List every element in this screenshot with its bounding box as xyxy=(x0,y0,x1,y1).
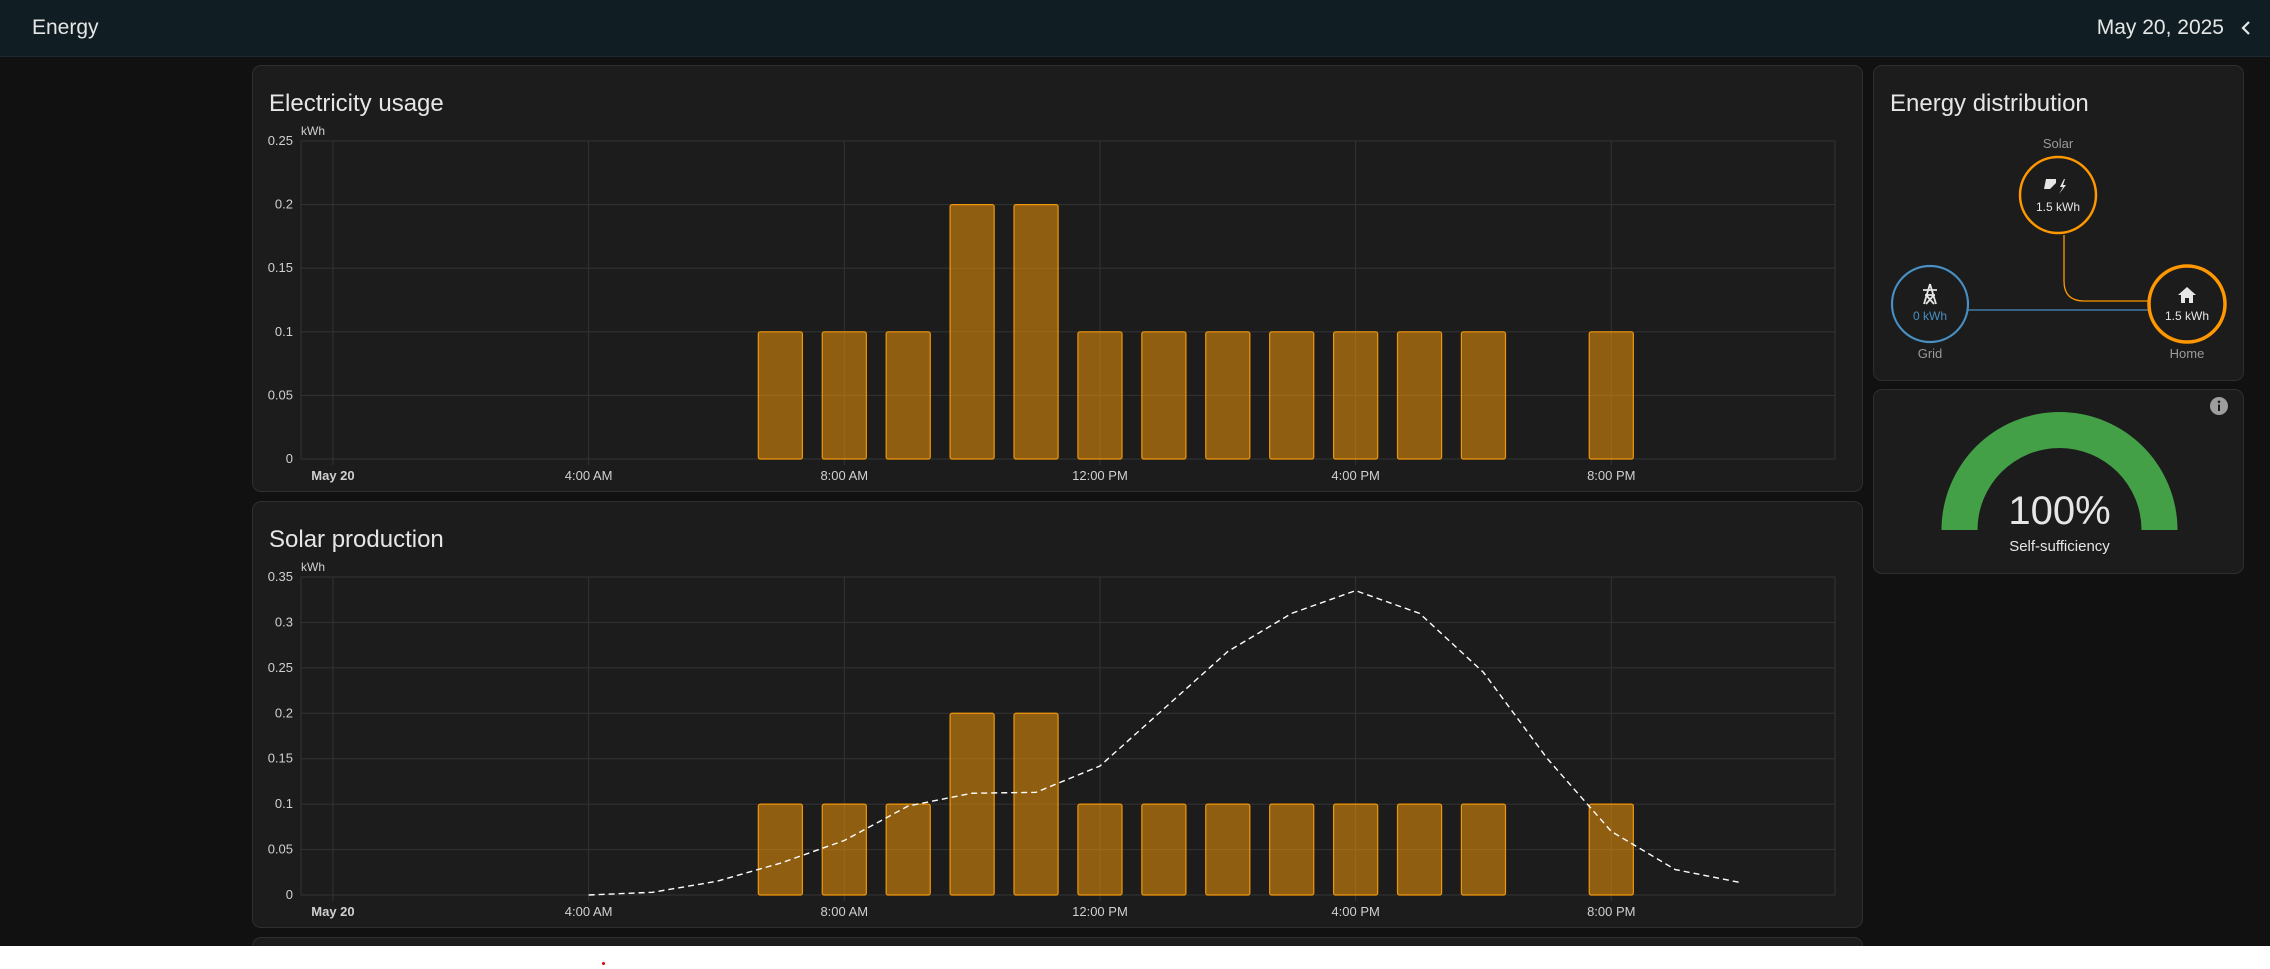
usage-bar[interactable] xyxy=(949,204,995,460)
solar-bar[interactable] xyxy=(1269,803,1315,896)
solar-y-tick-label: 0.35 xyxy=(268,569,293,584)
solar-production-title: Solar production xyxy=(269,526,444,553)
solar-y-tick-label: 0.2 xyxy=(275,705,293,720)
energy-distribution-title: Energy distribution xyxy=(1890,90,2089,117)
usage-bar[interactable] xyxy=(885,331,931,460)
electricity-usage-card: Electricity usage kWh 0 0.05 0.1 0.15 0.2 0.25… xyxy=(252,65,1863,492)
solar-value: 1.5 kWh xyxy=(2036,200,2080,214)
solar-x-tick-label: May 20 xyxy=(311,904,354,919)
solar-unit-label: kWh xyxy=(301,560,325,574)
info-icon[interactable] xyxy=(2209,396,2229,416)
solar-bar[interactable] xyxy=(1077,803,1123,896)
cursor-dot xyxy=(602,962,605,965)
solar-forecast-line xyxy=(588,589,1740,896)
home-label: Home xyxy=(2170,346,2205,361)
usage-x-tick-label: May 20 xyxy=(311,468,354,483)
electricity-usage-title: Electricity usage xyxy=(269,90,444,117)
usage-y-tick-label: 0.05 xyxy=(268,387,293,402)
usage-bar[interactable] xyxy=(1013,204,1059,460)
usage-x-tick-label: 12:00 PM xyxy=(1072,468,1128,483)
usage-x-tick-label: 8:00 PM xyxy=(1587,468,1635,483)
grid-label: Grid xyxy=(1918,346,1943,361)
solar-production-card: Solar production kWh 0 0.05 0.1 0.15 0.2 0.25 0… xyxy=(252,501,1863,928)
energy-distribution-diagram: Solar 1.5 kWh 0 kWh Grid 1.5 kWh Home xyxy=(1890,136,2227,361)
gauge-arc xyxy=(1941,412,2178,530)
solar-bar[interactable] xyxy=(1013,712,1059,896)
grid-value: 0 kWh xyxy=(1913,309,1947,323)
solar-bar[interactable] xyxy=(1141,803,1187,896)
solar-y-tick-label: 0.05 xyxy=(268,842,293,857)
usage-bar[interactable] xyxy=(1588,331,1634,460)
solar-bar[interactable] xyxy=(1332,803,1379,896)
usage-bar[interactable] xyxy=(757,331,804,460)
usage-y-tick-label: 0.25 xyxy=(268,133,293,148)
usage-y-tick-label: 0.15 xyxy=(268,260,293,275)
solar-y-tick-label: 0.1 xyxy=(275,796,293,811)
date-display[interactable]: May 20, 2025 xyxy=(2096,16,2224,39)
usage-y-tick-label: 0.1 xyxy=(275,324,293,339)
home-icon xyxy=(2178,287,2196,303)
solar-x-tick-label: 4:00 PM xyxy=(1331,904,1379,919)
usage-y-tick-label: 0.2 xyxy=(275,197,293,212)
solar-y-tick-label: 0.3 xyxy=(275,614,293,629)
transmission-tower-icon xyxy=(1923,283,1937,305)
usage-bar[interactable] xyxy=(1332,331,1379,460)
grid-node[interactable]: 0 kWh Grid xyxy=(1890,264,1970,361)
usage-bar[interactable] xyxy=(1141,331,1187,460)
solar-node[interactable]: Solar 1.5 kWh xyxy=(2018,136,2098,235)
self-sufficiency-gauge xyxy=(1941,412,2178,530)
energy-distribution-card: Energy distribution Solar 1.5 kWh 0 kWh … xyxy=(1873,65,2244,381)
solar-x-tick-label: 12:00 PM xyxy=(1072,904,1128,919)
self-sufficiency-label: Self-sufficiency xyxy=(2009,538,2110,555)
solar-bar[interactable] xyxy=(1588,803,1634,896)
solar-production-chart[interactable]: kWh 0 0.05 0.1 0.15 0.2 0.25 0.3 0.35 May 20 4:00 … xyxy=(253,502,1864,929)
home-value: 1.5 kWh xyxy=(2165,309,2209,323)
solar-bar[interactable] xyxy=(949,712,995,896)
solar-to-home-flow xyxy=(2063,235,2155,302)
solar-bar[interactable] xyxy=(821,803,867,896)
usage-bar[interactable] xyxy=(1205,331,1251,460)
solar-x-tick-label: 8:00 PM xyxy=(1587,904,1635,919)
electricity-usage-chart[interactable]: kWh 0 0.05 0.1 0.15 0.2 0.25 May 20 4:00 AM 8:00 … xyxy=(253,66,1864,493)
self-sufficiency-card: 100% Self-sufficiency xyxy=(1873,389,2244,574)
solar-bar[interactable] xyxy=(1460,803,1507,896)
usage-unit-label: kWh xyxy=(301,124,325,138)
usage-y-tick-label: 0 xyxy=(286,451,293,466)
usage-bar[interactable] xyxy=(1460,331,1507,460)
usage-x-tick-label: 8:00 AM xyxy=(820,468,868,483)
usage-x-tick-label: 4:00 PM xyxy=(1331,468,1379,483)
usage-bar[interactable] xyxy=(1077,331,1123,460)
solar-label: Solar xyxy=(2043,136,2074,151)
top-bar: Energy May 20, 2025 xyxy=(0,0,2270,57)
solar-bar[interactable] xyxy=(1205,803,1251,896)
usage-bar[interactable] xyxy=(1396,331,1443,460)
solar-x-tick-label: 8:00 AM xyxy=(820,904,868,919)
solar-y-tick-label: 0.25 xyxy=(268,660,293,675)
solar-bar[interactable] xyxy=(885,803,931,896)
usage-bar[interactable] xyxy=(1269,331,1315,460)
usage-x-tick-label: 4:00 AM xyxy=(565,468,613,483)
solar-x-tick-label: 4:00 AM xyxy=(565,904,613,919)
self-sufficiency-value: 100% xyxy=(2008,489,2111,533)
chevron-left-icon[interactable] xyxy=(2234,14,2258,42)
bottom-strip xyxy=(0,946,2270,969)
solar-y-tick-label: 0 xyxy=(286,887,293,902)
solar-bar[interactable] xyxy=(1396,803,1443,896)
page-title: Energy xyxy=(32,16,99,39)
solar-y-tick-label: 0.15 xyxy=(268,751,293,766)
usage-bar[interactable] xyxy=(821,331,867,460)
solar-power-icon xyxy=(2044,179,2066,194)
solar-bar[interactable] xyxy=(757,803,804,896)
home-node[interactable]: 1.5 kWh Home xyxy=(2147,264,2227,361)
